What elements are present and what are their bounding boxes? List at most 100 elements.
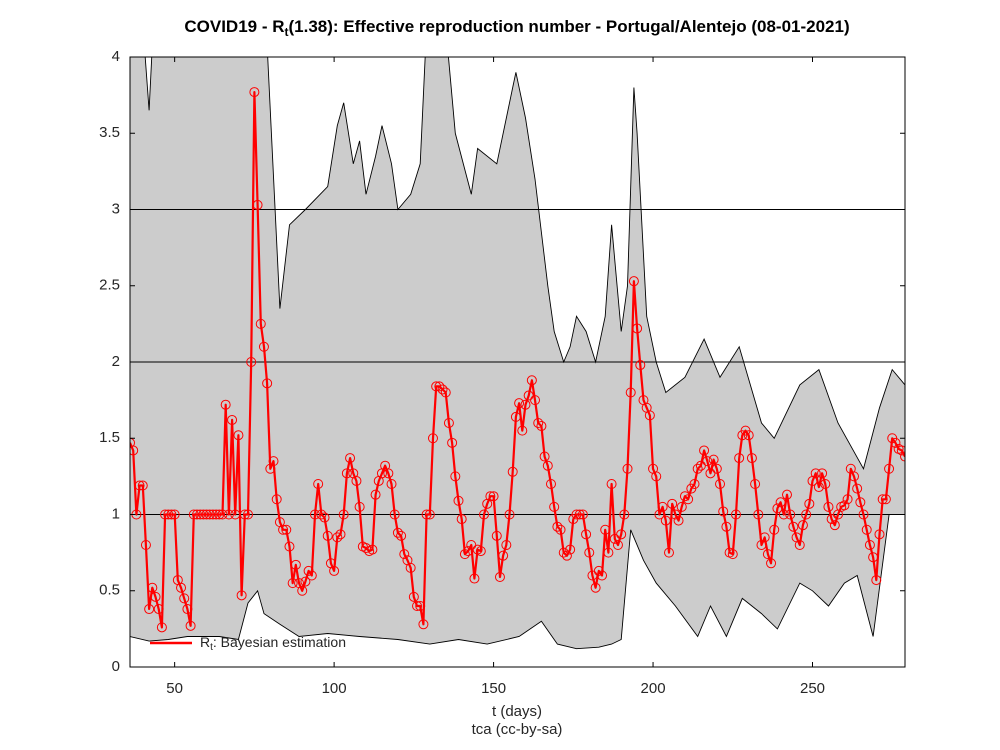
data-point [711,463,722,474]
data-point [520,399,531,410]
data-point [673,515,684,526]
data-point [555,524,566,535]
data-point [877,494,888,505]
data-point [405,562,416,573]
data-point [179,593,190,604]
data-point [156,622,167,633]
data-point [345,453,356,464]
data-point [842,494,853,505]
x-tick-label: 100 [322,680,347,697]
data-point [491,530,502,541]
data-point [418,619,429,630]
data-point [421,509,432,520]
data-point [233,430,244,441]
data-point [820,479,831,489]
data-point [861,524,872,535]
data-point [427,433,438,444]
data-point [437,384,448,395]
title-part: (1.38): Effective reproduction number - … [289,17,850,36]
data-point [370,489,381,500]
data-point [332,532,343,543]
data-point [699,445,710,456]
x-tick-label: 250 [800,680,825,697]
data-point [581,529,592,540]
data-point [223,509,234,520]
data-point [606,479,617,489]
data-point [612,540,623,550]
data-point [514,398,525,409]
data-point [243,509,254,520]
data-point [278,524,289,535]
data-point [597,570,608,581]
data-point [217,509,228,520]
data-point [871,575,882,586]
data-point [542,460,553,471]
data-point [182,604,193,615]
data-point [561,550,572,561]
data-point [160,509,171,520]
data-point [166,509,177,520]
y-tick-label: 0.5 [99,582,120,599]
x-tick-label: 150 [481,680,506,697]
data-point [577,509,588,520]
data-point [676,501,687,512]
band-lower-edge [130,514,905,650]
data-point [644,410,655,421]
data-point [663,547,674,558]
data-point [526,375,537,386]
data-point [329,565,340,576]
data-point [341,468,352,479]
data-point [715,479,726,489]
data-point [670,509,681,520]
data-point [868,552,879,563]
data-point [201,509,212,520]
data-point [625,387,636,398]
data-point [530,395,541,406]
data-point [456,514,467,525]
data-point [772,503,783,514]
data-point [632,323,643,334]
data-point [367,544,378,555]
x-tick-label: 200 [641,680,666,697]
data-point [839,500,850,511]
data-point [498,550,509,561]
data-point [549,501,560,512]
data-point [351,475,362,486]
data-point [424,509,435,520]
legend-label: Rt: Bayesian estimation [200,634,346,653]
data-point [616,529,627,540]
series-line [130,91,905,629]
data-point [852,483,863,494]
data-point [510,411,521,422]
data-point [600,524,611,535]
data-point [262,378,273,389]
data-point [338,509,349,520]
data-point [619,509,630,520]
data-point [284,541,295,552]
data-point [533,418,544,428]
data-point [176,582,187,593]
data-point [214,509,225,520]
data-point [463,546,474,557]
data-point [574,509,585,520]
data-point [785,509,796,520]
data-point [507,466,518,477]
data-point [494,572,505,583]
data-point [239,509,250,520]
data-point [813,482,824,493]
data-point [900,451,905,462]
legend-text: : Bayesian estimation [213,634,346,650]
y-tick-label: 2.5 [99,277,120,294]
data-point [517,425,528,436]
data-point [281,524,292,535]
data-point [545,479,556,489]
data-point [884,463,895,474]
data-point [708,454,719,465]
data-point [134,480,145,491]
data-point [858,509,869,520]
data-point [762,549,773,560]
data-point [443,418,454,428]
data-point [759,532,770,543]
data-point [781,489,792,500]
